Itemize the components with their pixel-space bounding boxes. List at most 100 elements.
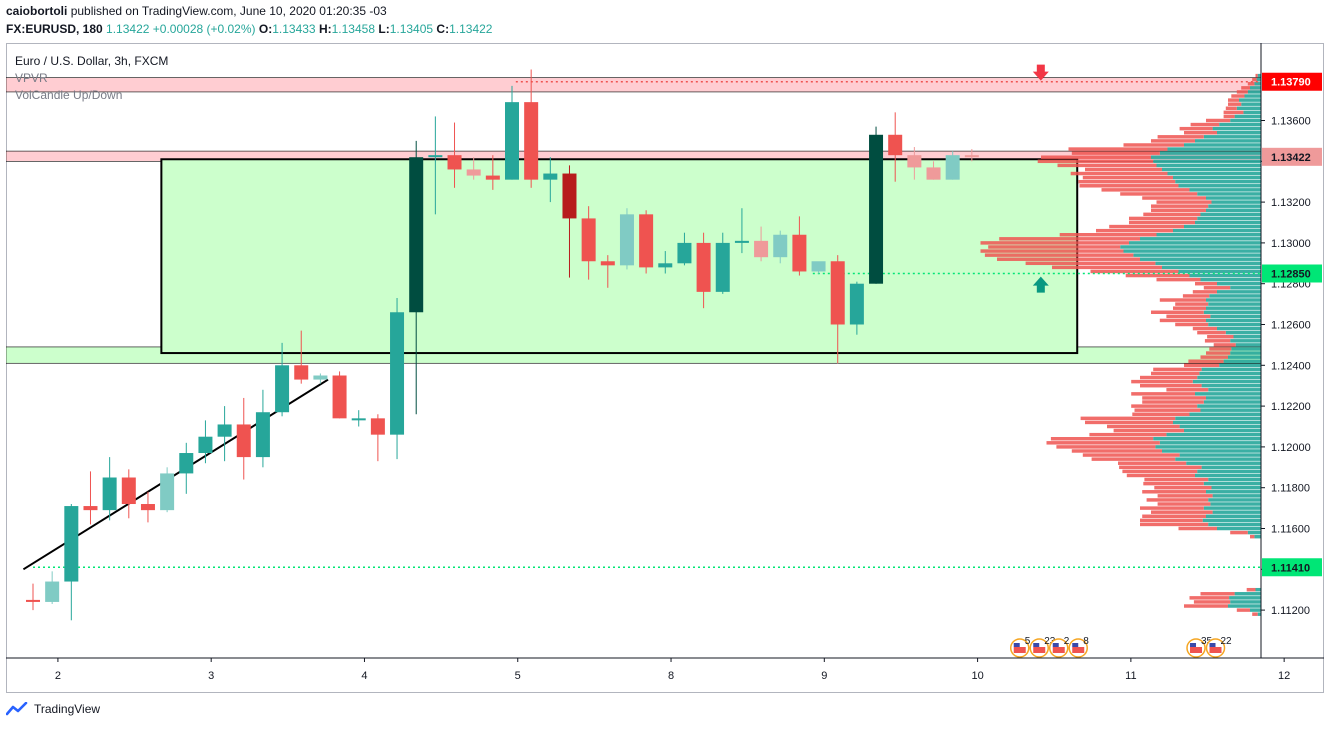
candle-body [466, 169, 481, 176]
author-name[interactable]: caiobortoli [6, 4, 68, 18]
vp-buy-bar [1120, 245, 1261, 249]
event-flag-icon [1190, 647, 1203, 653]
vp-sell-bar [1192, 326, 1217, 331]
candle-body [198, 436, 213, 454]
vp-sell-bar [1247, 82, 1255, 86]
vp-buy-bar [1200, 212, 1261, 217]
vp-buy-bar [1208, 322, 1261, 327]
candle-body [64, 506, 79, 582]
vp-sell-bar [1236, 608, 1250, 612]
vp-sell-bar [1079, 184, 1179, 188]
candle-body [370, 418, 385, 435]
vp-buy-bar [1229, 596, 1261, 600]
vp-sell-bar [1109, 224, 1184, 229]
price-tick-label: 1.11600 [1271, 524, 1310, 536]
candle-body [696, 242, 711, 292]
vp-buy-bar [1123, 249, 1261, 253]
candle-body [179, 453, 194, 474]
candle-body [313, 375, 328, 380]
vp-sell-bar [1225, 106, 1237, 110]
vp-buy-bar [1195, 473, 1261, 478]
vp-buy-bar [1153, 437, 1261, 441]
vp-buy-bar [1195, 220, 1261, 225]
vp-sell-bar [1140, 518, 1203, 523]
vp-buy-bar [1206, 208, 1261, 212]
vp-sell-bar [1241, 86, 1250, 90]
low-label: L: [378, 22, 390, 36]
vp-sell-bar [1125, 273, 1190, 278]
vp-sell-bar [1037, 159, 1154, 164]
candle-body [773, 234, 788, 258]
legend-indicator-vpvr[interactable]: VPVR [15, 71, 48, 85]
vp-buy-bar [1208, 477, 1261, 482]
vp-buy-bar [1250, 608, 1261, 612]
vp-sell-bar [1197, 330, 1226, 335]
vp-sell-bar [1085, 167, 1162, 172]
vp-buy-bar [1235, 343, 1261, 347]
candle-body [390, 312, 405, 435]
vp-buy-bar [1219, 122, 1261, 127]
candle-body [294, 365, 309, 380]
vp-sell-bar [1175, 302, 1209, 306]
vp-sell-bar [1157, 135, 1204, 139]
vp-buy-bar [1175, 179, 1261, 184]
vp-buy-bar [1200, 408, 1261, 412]
candle-body [543, 173, 558, 180]
vp-buy-bar [1133, 253, 1261, 257]
vp-buy-bar [1159, 441, 1261, 445]
vp-buy-bar [1200, 277, 1261, 282]
vp-sell-bar [1154, 485, 1212, 490]
vp-sell-bar [1107, 424, 1180, 429]
vp-sell-bar [1175, 322, 1209, 327]
vp-sell-bar [1056, 445, 1156, 449]
vp-sell-bar [1118, 461, 1187, 465]
price-tag [1262, 264, 1322, 283]
time-tick-label: 12 [1278, 670, 1290, 682]
vp-buy-bar [1234, 114, 1261, 119]
candle-body [849, 283, 864, 325]
vp-buy-bar [1153, 159, 1261, 164]
vp-sell-bar [1082, 453, 1180, 457]
vp-buy-bar [1179, 424, 1261, 429]
vp-sell-bar [1057, 163, 1157, 168]
vp-buy-bar [1197, 375, 1261, 380]
vp-sell-bar [1071, 151, 1160, 155]
price-chart[interactable]: 5232835221.112001.114001.116001.118001.1… [6, 43, 1324, 693]
vp-sell-bar [1192, 290, 1217, 294]
event-flag-icon [1072, 643, 1079, 647]
vp-sell-bar [1200, 355, 1228, 359]
event-flag-icon [1013, 643, 1020, 647]
vp-buy-bar [1247, 90, 1261, 94]
consolidation-zone [160, 158, 1079, 355]
vp-buy-bar [1162, 449, 1261, 453]
vp-buy-bar [1223, 359, 1261, 363]
vp-sell-bar [1050, 437, 1154, 441]
vp-buy-bar [1208, 522, 1261, 527]
vp-sell-bar [1151, 204, 1209, 208]
candle-body [351, 418, 366, 421]
vp-buy-bar [1151, 155, 1261, 159]
time-tick-label: 4 [361, 670, 367, 682]
vp-buy-bar [1201, 465, 1261, 470]
vp-buy-bar [1217, 326, 1261, 331]
vp-sell-bar [1025, 261, 1156, 266]
symbol: FX:EURUSD, 180 [6, 22, 103, 36]
vp-buy-bar [1195, 392, 1261, 396]
vp-buy-bar [1212, 494, 1261, 498]
vp-sell-bar [1101, 188, 1190, 192]
vp-buy-bar [1212, 126, 1261, 131]
horizontal-band-0 [6, 77, 1262, 93]
candle-body [409, 157, 424, 313]
vp-buy-bar [1208, 498, 1261, 502]
vp-sell-bar [1131, 404, 1198, 408]
footer-brand[interactable]: TradingView [6, 702, 100, 716]
vp-sell-bar [1195, 281, 1217, 286]
vp-buy-bar [1230, 600, 1261, 604]
vp-buy-bar [1189, 188, 1261, 192]
vp-buy-bar [1175, 457, 1261, 461]
vp-sell-bar [1252, 77, 1257, 82]
vp-buy-bar [1189, 412, 1261, 416]
candle-body [524, 102, 539, 180]
legend-indicator-volcandle[interactable]: VolCandle Up/Down [15, 88, 123, 102]
vp-sell-bar [1085, 420, 1173, 425]
